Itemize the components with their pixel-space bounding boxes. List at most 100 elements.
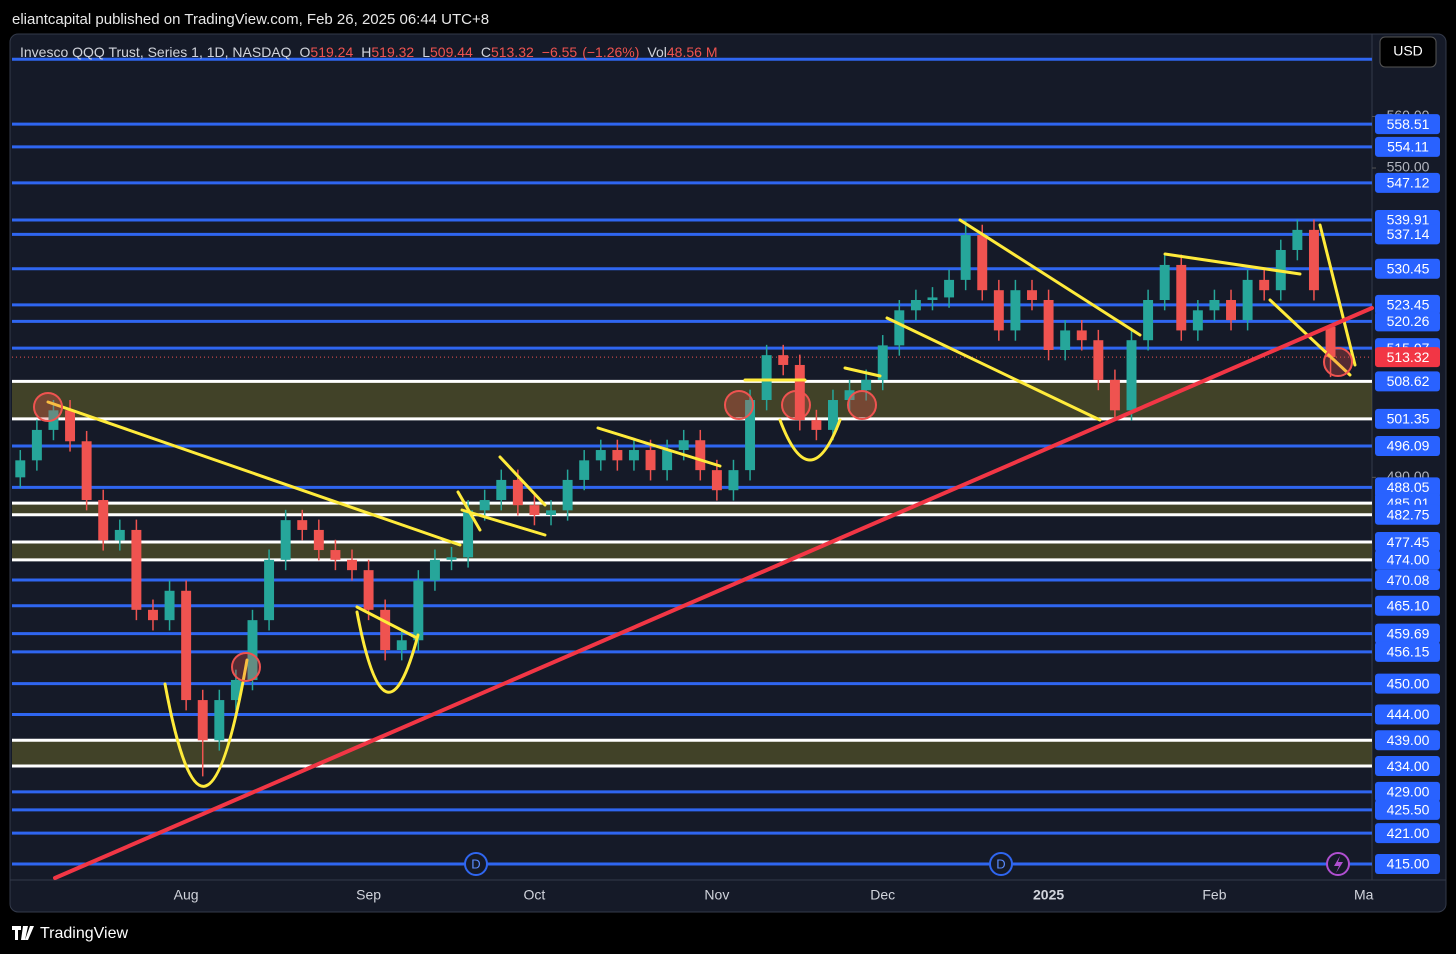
level-label: 477.45 (1387, 534, 1430, 550)
dividend-label: D (471, 856, 480, 871)
zone (12, 542, 1372, 560)
level-label-box (1375, 549, 1440, 570)
ohlc-letter: O (300, 44, 311, 60)
candle-body (927, 297, 938, 300)
candle-body (65, 410, 76, 442)
level-label-box (1375, 435, 1440, 456)
candle-body (794, 364, 805, 421)
level-label-box (1375, 258, 1440, 279)
candle-body (628, 450, 639, 461)
chart-frame (9, 33, 1447, 913)
candle-body (1209, 299, 1220, 311)
highlight-circle (724, 390, 754, 420)
candle-body (761, 355, 772, 401)
candle-body (960, 235, 971, 280)
volume-name: Vol (647, 44, 666, 60)
candle-body (347, 559, 357, 571)
level-label: 425.50 (1387, 802, 1430, 818)
candle-body (562, 479, 573, 511)
level-label: 554.11 (1387, 139, 1429, 155)
candle-body (977, 235, 988, 291)
trend-drawing (355, 610, 420, 694)
level-label-box (1375, 371, 1440, 392)
candle-body (711, 470, 722, 491)
candle-body (413, 580, 424, 641)
level-label-box (1375, 311, 1440, 332)
candle-body (1325, 326, 1336, 358)
candle-body (595, 450, 606, 461)
zone (12, 503, 1372, 515)
dividend-marker[interactable] (464, 852, 488, 876)
candle-body (993, 290, 1004, 331)
x-tick-label: Nov (704, 887, 729, 903)
candle-body (512, 479, 523, 506)
candle-body (1010, 290, 1021, 331)
level-label-box (1375, 532, 1440, 553)
zone (12, 740, 1372, 767)
candle-body (197, 700, 208, 741)
candle-body (1259, 279, 1270, 291)
lightning-icon (1334, 856, 1343, 873)
x-tick-label: 2025 (1033, 887, 1064, 903)
candle-body (214, 700, 225, 741)
symbol-title: Invesco QQQ Trust, Series 1, 1D, NASDAQ (20, 44, 292, 60)
highlight-circle (1323, 347, 1353, 377)
level-label: 501.35 (1387, 411, 1430, 427)
level-label: 444.00 (1387, 706, 1430, 722)
trend-drawing (53, 306, 1374, 880)
candle-body (81, 441, 92, 501)
candle-body (1159, 264, 1170, 300)
level-label-box (1375, 704, 1440, 725)
event-markers: D D (464, 852, 1350, 876)
candle-body (230, 679, 241, 701)
candle-body (131, 529, 142, 610)
price-labels: 560.00550.00490.00558.51554.11547.12539.… (1375, 107, 1440, 875)
candle-body (98, 500, 109, 541)
candle-body (181, 590, 192, 701)
price-label-box (1375, 347, 1440, 368)
level-label-box (1375, 114, 1440, 135)
candle-body (330, 550, 341, 560)
candle-body (148, 609, 158, 621)
ohlc-letter: L (422, 44, 430, 60)
candle-body (612, 450, 623, 461)
level-label: 508.62 (1387, 373, 1430, 389)
level-label: 434.00 (1387, 758, 1430, 774)
ohlc-letter: H (361, 44, 371, 60)
candle-body (745, 400, 756, 471)
dividend-label: D (996, 856, 1005, 871)
candle-body (861, 379, 872, 391)
y-tick-label: 550.00 (1387, 159, 1430, 175)
legend: Invesco QQQ Trust, Series 1, 1D, NASDAQ O… (20, 44, 717, 60)
candle-body (678, 440, 689, 451)
currency-button[interactable] (1379, 36, 1437, 68)
candle-body (1060, 330, 1071, 351)
level-label-box (1375, 570, 1440, 591)
publisher-line: eliantcapital published on TradingView.c… (12, 11, 489, 28)
dividend-marker[interactable] (989, 852, 1013, 876)
trend-drawing (1163, 252, 1302, 276)
trend-drawing (46, 400, 462, 547)
level-label: 439.00 (1387, 732, 1430, 748)
candle-body (396, 640, 407, 651)
candle-body (1076, 330, 1087, 341)
trend-drawing (885, 316, 1102, 422)
level-label: 482.75 (1387, 506, 1430, 522)
trend-drawing (843, 366, 882, 378)
candle-body (247, 620, 258, 680)
price-label: 513.32 (1387, 349, 1430, 365)
trend-drawing (498, 455, 547, 507)
level-label: 465.10 (1387, 597, 1430, 613)
level-label: 450.00 (1387, 675, 1430, 691)
currency[interactable]: USD (1393, 43, 1423, 59)
level-label: 474.00 (1387, 552, 1430, 568)
level-label-box (1375, 673, 1440, 694)
level-label-box (1375, 477, 1440, 498)
candle-body (1043, 299, 1054, 351)
candle-body (496, 479, 507, 501)
x-tick-label: Oct (524, 887, 546, 903)
candle-body (297, 520, 308, 530)
candle-body (463, 510, 474, 558)
level-label: 421.00 (1387, 825, 1430, 841)
